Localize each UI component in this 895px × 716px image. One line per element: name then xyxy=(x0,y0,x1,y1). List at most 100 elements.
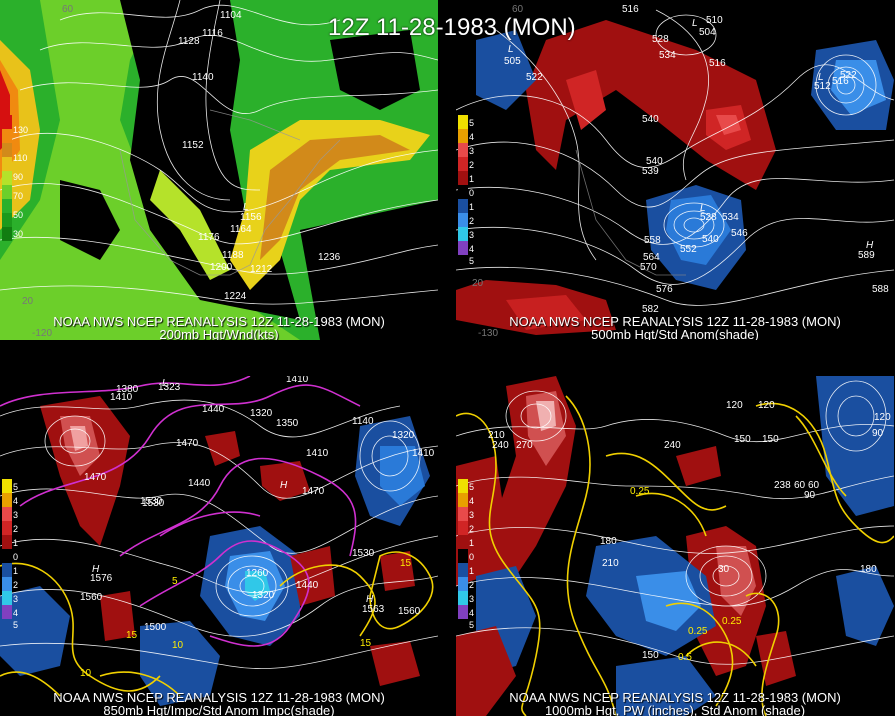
height-label: 546 xyxy=(731,228,748,239)
height-label: 504 xyxy=(699,27,716,38)
caption-variable: 200mb Hgt/Wnd(kts) xyxy=(159,327,279,340)
caption-source: NOAA NWS NCEP REANALYSIS 12Z 11-28-1983 … xyxy=(509,314,841,329)
height-label: 1560 xyxy=(80,592,103,603)
height-label: 540 xyxy=(642,114,659,125)
height-label: 1200 xyxy=(210,262,233,273)
height-label: 240 xyxy=(492,440,509,451)
height-label: 564 xyxy=(643,252,660,263)
height-label: 1470 xyxy=(84,472,107,483)
height-label: 1530 xyxy=(142,498,165,509)
axis-label: 60 xyxy=(62,4,74,15)
colorbar-anomaly: 5 4 3 2 1 0 1 2 3 4 5 xyxy=(458,115,474,266)
height-label: 528 xyxy=(700,212,717,223)
colorbar-label: 5 xyxy=(469,118,474,128)
height-label: 150 xyxy=(734,434,751,445)
height-label: 120 xyxy=(758,400,775,411)
colorbar-label: 2 xyxy=(469,524,474,534)
height-label: 570 xyxy=(640,262,657,273)
impc-label: 10 xyxy=(172,640,184,651)
colorbar-label: 110 xyxy=(13,153,27,163)
colorbar-label: 1 xyxy=(13,566,18,576)
height-label: 270 xyxy=(516,440,533,451)
low-pressure-symbol: L xyxy=(692,18,698,29)
height-label: 1560 xyxy=(398,606,421,617)
colorbar-label: 0 xyxy=(13,552,18,562)
colorbar-label: 130 xyxy=(13,125,28,135)
colorbar-label: 1 xyxy=(469,174,474,184)
height-label: 238 xyxy=(774,480,791,491)
height-label: 534 xyxy=(722,212,739,223)
impc-label: 10 xyxy=(80,668,92,679)
low-pressure-symbol: L xyxy=(818,72,824,83)
height-label: 1323 xyxy=(158,382,181,393)
caption-source: NOAA NWS NCEP REANALYSIS 12Z 11-28-1983 … xyxy=(509,690,841,705)
height-label: 180 xyxy=(600,536,617,547)
height-label: 516 xyxy=(832,76,849,87)
height-label: 1104 xyxy=(220,10,242,21)
height-label: 1500 xyxy=(144,622,167,633)
height-label: 90 xyxy=(804,490,816,501)
height-label: 90 xyxy=(872,428,884,439)
height-label: 512 xyxy=(814,81,831,92)
height-label: 1530 xyxy=(140,496,163,507)
colorbar-label: 3 xyxy=(469,510,474,520)
height-labels-200mb: 1104 1116 1128 1140 1152 1156 1164 1176 … xyxy=(178,10,341,302)
height-label: 528 xyxy=(652,34,669,45)
colorbar-label: 1 xyxy=(469,538,474,548)
height-label: 150 xyxy=(762,434,779,445)
height-label: 1224 xyxy=(224,291,247,302)
colorbar-label: 5 xyxy=(13,482,18,492)
high-pressure-symbol: H xyxy=(280,480,288,491)
colorbar-label: 4 xyxy=(13,496,18,506)
colorbar-wind: 130 110 90 70 50 30 xyxy=(2,115,28,241)
height-label: 510 xyxy=(706,15,723,26)
height-label: 1350 xyxy=(276,418,299,429)
height-label: 552 xyxy=(680,244,697,255)
height-label: 1176 xyxy=(198,232,220,243)
height-label: 180 xyxy=(860,564,877,575)
height-label: 1470 xyxy=(176,438,199,449)
height-label: 1140 xyxy=(192,72,214,83)
height-label: 1410 xyxy=(286,376,309,385)
map-500mb: 5 4 3 2 1 0 1 2 3 4 5 516 510 504 528 53… xyxy=(456,0,894,340)
height-label: 534 xyxy=(659,50,676,61)
panel-1000mb-height-pw: 5 4 3 2 1 0 1 2 3 4 5 120 150 2 1 0 240 27… xyxy=(456,376,894,716)
height-label: 1410 xyxy=(110,392,133,403)
height-label: 1563 xyxy=(362,604,385,615)
caption-variable: 500mb Hgt/Std Anom(shade) xyxy=(591,327,759,340)
height-label: 240 xyxy=(664,440,681,451)
low-pressure-symbol: L xyxy=(243,202,249,213)
height-label: 1320 xyxy=(250,408,273,419)
colorbar-label: 3 xyxy=(469,594,474,604)
colorbar-label: 90 xyxy=(13,172,23,182)
impc-label: 5 xyxy=(172,576,178,587)
colorbar-anomaly: 5 4 3 2 1 0 1 2 3 4 5 xyxy=(458,479,474,630)
colorbar-label: 30 xyxy=(13,229,23,239)
colorbar-label: 0 xyxy=(469,552,474,562)
height-label: 516 xyxy=(622,4,639,15)
axis-label: -130 xyxy=(478,328,498,339)
colorbar-label: 2 xyxy=(13,524,18,534)
caption-variable: 1000mb Hgt, PW (inches), Std Anom (shade… xyxy=(544,703,806,716)
height-label: 30 xyxy=(718,564,730,575)
impc-label: 15 xyxy=(126,630,138,641)
height-label: 1410 xyxy=(412,448,435,459)
height-label: 588 xyxy=(872,284,889,295)
height-label: 1320 xyxy=(252,590,275,601)
axis-label: 20 xyxy=(472,278,484,289)
low-pressure-symbol: L xyxy=(700,203,706,214)
height-label: 1440 xyxy=(188,478,211,489)
impc-label: 15 xyxy=(400,558,412,569)
colorbar-label: 4 xyxy=(469,132,474,142)
colorbar-label: 4 xyxy=(469,244,474,254)
colorbar-label: 5 xyxy=(469,482,474,492)
height-label: 539 xyxy=(642,166,659,177)
panel-500mb-height-anomaly: 5 4 3 2 1 0 1 2 3 4 5 516 510 504 528 53… xyxy=(456,0,894,340)
pw-label: 0.5 xyxy=(678,652,692,663)
impc-label: 15 xyxy=(360,638,372,649)
height-label: 582 xyxy=(642,304,659,315)
height-label: 60 xyxy=(794,480,806,491)
height-label: 522 xyxy=(526,72,543,83)
height-label: 60 xyxy=(808,480,820,491)
height-label: 558 xyxy=(644,235,661,246)
